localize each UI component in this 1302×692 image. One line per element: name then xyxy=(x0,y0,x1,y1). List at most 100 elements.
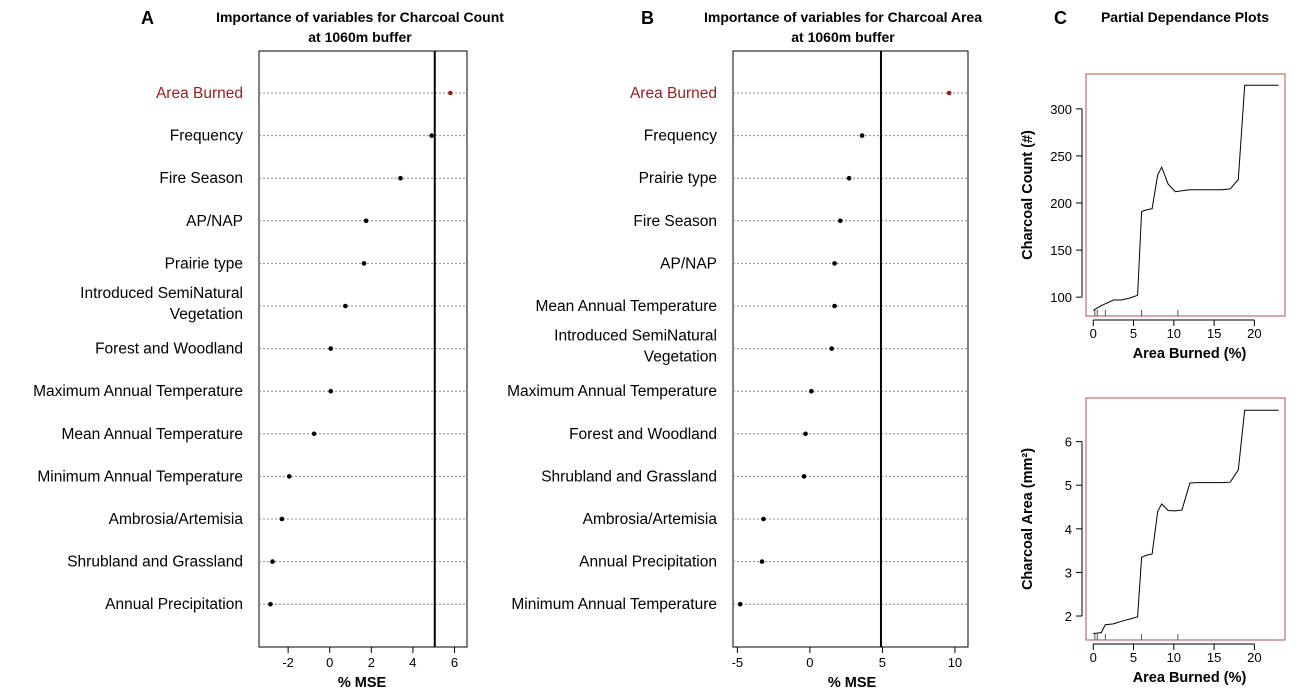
data-point xyxy=(286,474,292,479)
data-point xyxy=(363,218,369,224)
x-tick-label: 20 xyxy=(1247,326,1261,341)
variable-label: Minimum Annual Temperature xyxy=(511,596,717,613)
variable-label: Annual Precipitation xyxy=(105,596,243,613)
panel-a-xlabel: % MSE xyxy=(338,675,387,691)
x-tick-label: -2 xyxy=(282,655,294,670)
panel-b-title-line2: at 1060m buffer xyxy=(791,29,895,45)
plot-frame xyxy=(1085,397,1286,641)
x-axis-title: Area Burned (%) xyxy=(1133,346,1247,362)
data-point xyxy=(361,261,367,266)
panel-b-xlabel: % MSE xyxy=(828,675,877,691)
chart-c-bottom: 0 5 10 15 20 2 3 4 5 6 Area Burned (%) Charcoal Are… xyxy=(1020,397,1286,686)
data-point xyxy=(343,303,348,309)
x-tick-label: 5 xyxy=(1130,650,1137,665)
data-point xyxy=(429,133,434,138)
x-tick-label: 0 xyxy=(1090,650,1097,665)
data-point xyxy=(328,346,334,351)
x-tick-label: 0 xyxy=(1090,326,1097,341)
x-tick-label: -5 xyxy=(732,655,744,670)
x-tick-label: 15 xyxy=(1207,326,1221,341)
x-tick-label: 0 xyxy=(806,655,813,670)
data-point xyxy=(809,388,814,394)
y-tick-label: 2 xyxy=(1065,609,1072,624)
variable-label: Vegetation xyxy=(644,349,717,366)
x-tick-label: 6 xyxy=(451,655,458,670)
data-point xyxy=(279,516,285,522)
variable-label: Shrubland and Grassland xyxy=(67,554,243,571)
y-tick-label: 4 xyxy=(1065,522,1072,537)
x-tick-label: 10 xyxy=(948,655,962,670)
variable-label: Prairie type xyxy=(165,255,243,272)
y-tick-label: 100 xyxy=(1050,290,1072,305)
variable-label: AP/NAP xyxy=(186,213,243,230)
variable-label: Area Burned xyxy=(156,85,243,102)
partial-dependence-line xyxy=(1093,409,1279,634)
data-point xyxy=(270,559,275,564)
y-tick-label: 6 xyxy=(1065,435,1072,450)
y-axis-title: Charcoal Count (#) xyxy=(1020,130,1036,260)
variable-label: Vegetation xyxy=(170,306,243,323)
x-tick-label: 5 xyxy=(1130,326,1137,341)
y-tick-label: 200 xyxy=(1050,196,1072,211)
variable-label: Forest and Woodland xyxy=(95,341,243,358)
data-point xyxy=(398,175,403,181)
y-tick-label: 300 xyxy=(1050,102,1072,117)
plot-frame xyxy=(1085,73,1286,317)
data-point xyxy=(311,431,317,437)
variable-label: Frequency xyxy=(644,128,717,145)
data-point xyxy=(829,346,834,351)
x-tick-label: 0 xyxy=(326,655,333,670)
variable-label: Ambrosia/Artemisia xyxy=(109,511,244,528)
variable-label: Forest and Woodland xyxy=(569,426,717,443)
x-tick-label: 20 xyxy=(1247,650,1261,665)
variable-label: Minimum Annual Temperature xyxy=(37,468,243,485)
panel-c-letter: C xyxy=(1054,8,1067,28)
x-tick-label: 4 xyxy=(409,655,416,670)
x-tick-label: 10 xyxy=(1167,650,1181,665)
y-tick-label: 250 xyxy=(1050,149,1072,164)
panel-b-letter: B xyxy=(641,8,654,28)
data-point xyxy=(328,388,334,394)
variable-label: Maximum Annual Temperature xyxy=(33,383,243,400)
data-point xyxy=(761,516,766,522)
variable-label: Introduced SemiNatural xyxy=(80,285,243,302)
panel-a-title-line2: at 1060m buffer xyxy=(308,29,412,45)
variable-label: Prairie type xyxy=(639,170,717,187)
data-point xyxy=(846,175,852,181)
variable-label: AP/NAP xyxy=(660,255,717,272)
x-axis-title: Area Burned (%) xyxy=(1133,670,1247,686)
variable-label: Ambrosia/Artemisia xyxy=(583,511,718,528)
variable-label: Annual Precipitation xyxy=(579,554,717,571)
chart-c-top: 0 5 10 15 20 100 150 200 250 300 Area Burned (%) Ch… xyxy=(1020,73,1286,362)
variable-label: Mean Annual Temperature xyxy=(61,426,243,443)
data-point xyxy=(803,431,808,437)
data-point xyxy=(448,90,453,96)
data-point xyxy=(832,303,837,309)
data-point xyxy=(838,218,843,224)
data-point xyxy=(946,90,952,96)
data-point xyxy=(832,261,837,266)
panel-c-title: Partial Dependance Plots xyxy=(1101,9,1269,25)
data-point xyxy=(859,133,865,138)
y-tick-label: 150 xyxy=(1050,243,1072,258)
partial-dependence-line xyxy=(1093,84,1279,311)
panel-b-title-line1: Importance of variables for Charcoal Are… xyxy=(704,9,982,25)
x-tick-label: 2 xyxy=(368,655,375,670)
data-point xyxy=(737,601,743,607)
data-point xyxy=(268,601,273,607)
variable-label: Area Burned xyxy=(630,85,717,102)
variable-label: Fire Season xyxy=(633,213,717,230)
panel-a-letter: A xyxy=(141,8,154,28)
data-point xyxy=(801,474,807,479)
x-tick-label: 10 xyxy=(1167,326,1181,341)
variable-label: Mean Annual Temperature xyxy=(535,298,717,315)
chart-b: Area Burned Frequency Prairie type Fire Sea… xyxy=(507,50,969,670)
panel-a-title-line1: Importance of variables for Charcoal Cou… xyxy=(216,9,504,25)
variable-label: Shrubland and Grassland xyxy=(541,468,717,485)
y-axis-title: Charcoal Area (mm²) xyxy=(1020,448,1036,590)
variable-label: Fire Season xyxy=(159,170,243,187)
x-tick-label: 15 xyxy=(1207,650,1221,665)
y-tick-label: 5 xyxy=(1065,478,1072,493)
y-tick-label: 3 xyxy=(1065,565,1072,580)
